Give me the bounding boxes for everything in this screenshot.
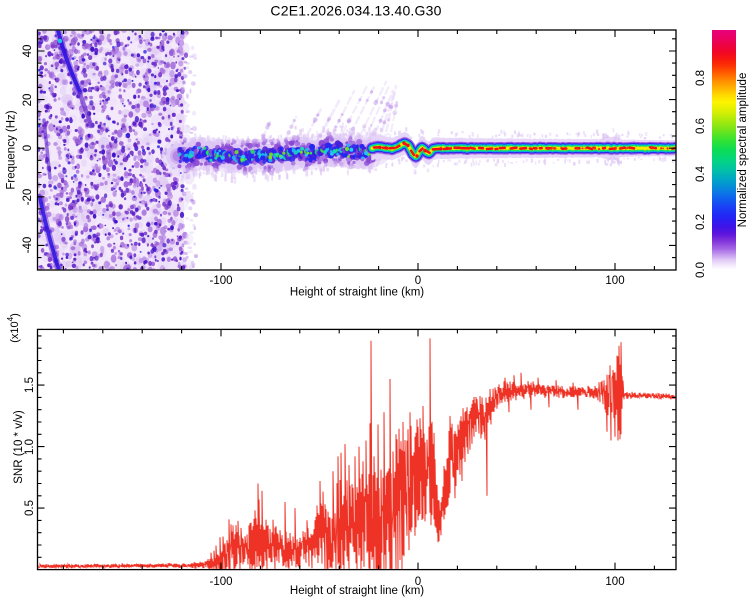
- svg-text:Frequency (Hz): Frequency (Hz): [6, 110, 18, 189]
- svg-text:20: 20: [22, 94, 34, 107]
- svg-text:-100: -100: [209, 275, 232, 287]
- svg-text:0.4: 0.4: [695, 165, 707, 182]
- svg-text:0.2: 0.2: [695, 214, 707, 230]
- svg-text:0.0: 0.0: [695, 262, 707, 278]
- svg-text:Height of straight line (km): Height of straight line (km): [290, 287, 424, 299]
- svg-text:Height of straight line (km): Height of straight line (km): [290, 585, 424, 597]
- svg-text:0.6: 0.6: [695, 118, 707, 134]
- svg-text:C2E1.2026.034.13.40.G30: C2E1.2026.034.13.40.G30: [270, 3, 441, 19]
- svg-text:0: 0: [415, 576, 421, 588]
- svg-text:-20: -20: [22, 189, 34, 206]
- svg-text:0: 0: [22, 145, 34, 151]
- svg-text:1.0: 1.0: [24, 439, 36, 455]
- svg-text:(x104): (x104): [6, 313, 21, 343]
- svg-text:-100: -100: [209, 576, 232, 588]
- svg-text:0.8: 0.8: [695, 70, 707, 86]
- svg-text:SNR (10 * v/v): SNR (10 * v/v): [13, 410, 25, 484]
- svg-text:Normalized spectral amplitude: Normalized spectral amplitude: [737, 73, 749, 228]
- svg-text:100: 100: [605, 275, 624, 287]
- svg-text:100: 100: [605, 576, 624, 588]
- svg-text:-40: -40: [22, 237, 34, 254]
- svg-text:0.5: 0.5: [24, 500, 36, 516]
- svg-text:40: 40: [22, 45, 34, 58]
- svg-text:0: 0: [415, 275, 421, 287]
- svg-text:1.5: 1.5: [24, 377, 36, 393]
